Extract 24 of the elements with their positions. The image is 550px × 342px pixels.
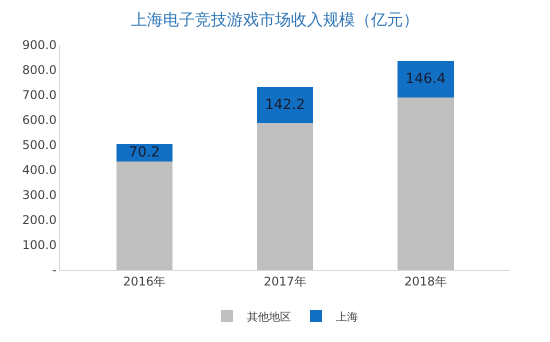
y-tick-label: 900.0 bbox=[22, 38, 57, 52]
bar bbox=[256, 87, 314, 123]
data-label: 142.2 bbox=[264, 96, 306, 113]
bar bbox=[398, 60, 454, 98]
bar bbox=[398, 98, 454, 270]
x-tick-label: 2017年 bbox=[264, 274, 306, 288]
legend-label: 其他地区 bbox=[247, 310, 291, 324]
data-label: 146.4 bbox=[406, 71, 446, 88]
y-tick-label: 700.0 bbox=[22, 88, 57, 102]
y-tick-label: 200.0 bbox=[22, 213, 57, 228]
chart-title: 上海电子竞技游戏市场收入规模（亿元） bbox=[131, 10, 419, 29]
y-tick-label: 400.0 bbox=[22, 163, 57, 178]
bar bbox=[256, 122, 314, 270]
bar bbox=[116, 162, 172, 270]
x-tick-label: 2018年 bbox=[404, 274, 447, 288]
y-tick-label: 600.0 bbox=[22, 113, 57, 128]
x-tick-label: 2016年 bbox=[123, 274, 166, 288]
legend-label: 上海 bbox=[336, 310, 358, 324]
y-tick-label: 100.0 bbox=[22, 238, 57, 252]
data-label: 70.2 bbox=[128, 144, 160, 161]
y-tick-label: - bbox=[52, 263, 57, 278]
y-tick-label: 800.0 bbox=[22, 63, 57, 78]
y-tick-label: 300.0 bbox=[22, 188, 57, 202]
y-tick-label: 500.0 bbox=[22, 138, 57, 152]
